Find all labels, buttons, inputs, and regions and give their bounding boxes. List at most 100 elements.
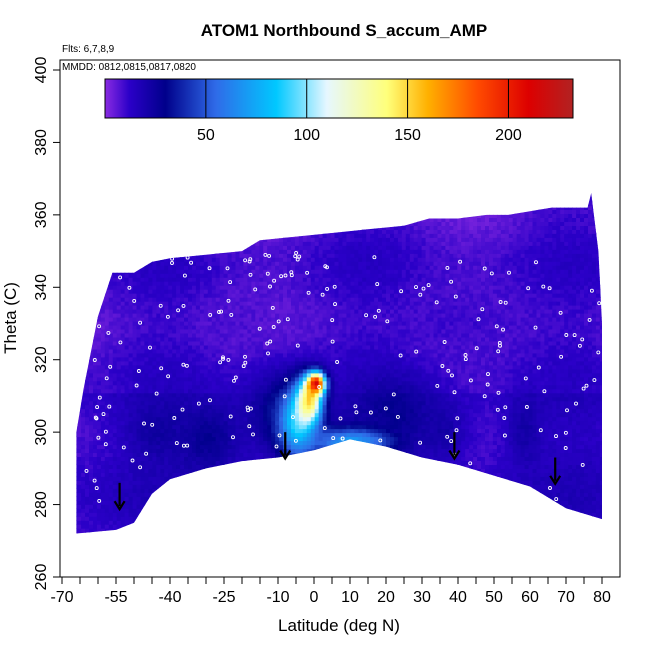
heatmap-cell — [112, 277, 118, 282]
heatmap-cell — [156, 225, 161, 230]
heatmap-cell — [108, 245, 114, 250]
heatmap-cell — [203, 225, 209, 230]
heatmap-cell — [104, 356, 110, 362]
heatmap-cell — [144, 317, 149, 322]
heatmap-cell — [235, 368, 241, 374]
heatmap-cell — [188, 297, 193, 302]
heatmap-cell — [279, 348, 284, 354]
heatmap-cell — [271, 340, 276, 346]
heatmap-cell — [195, 424, 201, 430]
heatmap-cell — [112, 344, 118, 350]
heatmap-cell — [188, 400, 193, 406]
heatmap-cell — [128, 233, 134, 238]
heatmap-cell — [275, 512, 280, 517]
heatmap-cell — [188, 456, 193, 461]
heatmap-cell — [108, 193, 114, 195]
heatmap-cell — [104, 197, 110, 203]
heatmap-cell — [100, 532, 106, 534]
heatmap-cell — [85, 408, 90, 414]
heatmap-cell — [223, 516, 229, 521]
heatmap-cell — [247, 197, 252, 203]
heatmap-cell — [132, 512, 138, 517]
heatmap-cell — [219, 277, 225, 282]
heatmap-cell — [207, 305, 213, 310]
heatmap-cell — [124, 520, 130, 525]
heatmap-cell — [168, 408, 173, 414]
heatmap-cell — [100, 301, 106, 306]
heatmap-cell — [132, 281, 138, 286]
heatmap-cell — [203, 233, 209, 238]
heatmap-cell — [203, 408, 209, 414]
heatmap-cell — [251, 544, 256, 549]
heatmap-cell — [164, 468, 169, 473]
heatmap-cell — [69, 496, 74, 501]
heatmap-cell — [152, 404, 157, 410]
heatmap-cell — [239, 420, 245, 426]
heatmap-cell — [243, 217, 248, 222]
heatmap-cell — [184, 416, 189, 422]
heatmap-cell — [93, 273, 98, 278]
heatmap-cell — [215, 448, 221, 453]
heatmap-cell — [211, 332, 217, 338]
heatmap-cell — [104, 324, 110, 330]
heatmap-cell — [152, 420, 157, 426]
heatmap-cell — [255, 197, 260, 203]
heatmap-cell — [160, 400, 165, 406]
heatmap-cell — [203, 324, 209, 330]
heatmap-cell — [132, 448, 138, 453]
heatmap-cell — [108, 452, 114, 457]
heatmap-cell — [85, 277, 90, 282]
heatmap-cell — [219, 328, 225, 334]
heatmap-cell — [164, 221, 169, 226]
heatmap-cell — [136, 324, 142, 330]
heatmap-cell — [132, 360, 138, 366]
heatmap-cell — [192, 324, 197, 330]
heatmap-cell — [93, 344, 98, 350]
heatmap-cell — [251, 376, 256, 382]
heatmap-cell — [235, 217, 241, 222]
heatmap-cell — [96, 416, 102, 422]
heatmap-cell — [239, 297, 245, 302]
heatmap-cell — [85, 520, 90, 525]
heatmap-cell — [116, 400, 122, 406]
heatmap-cell — [215, 313, 221, 318]
heatmap-cell — [251, 428, 256, 434]
heatmap-cell — [140, 380, 146, 386]
heatmap-cell — [164, 496, 169, 501]
heatmap-cell — [259, 504, 264, 509]
heatmap-cell — [152, 392, 157, 398]
heatmap-cell — [132, 237, 138, 242]
heatmap-cell — [207, 428, 213, 434]
heatmap-cell — [100, 480, 106, 485]
heatmap-cell — [223, 488, 229, 493]
heatmap-cell — [116, 265, 122, 270]
heatmap-cell — [113, 186, 118, 191]
heatmap-cell — [251, 352, 256, 358]
heatmap-cell — [144, 372, 149, 378]
heatmap-cell — [172, 428, 177, 434]
heatmap-cell — [124, 424, 130, 430]
heatmap-cell — [93, 213, 98, 218]
heatmap-cell — [132, 392, 138, 398]
heatmap-cell — [239, 404, 245, 410]
heatmap-cell — [243, 233, 248, 238]
heatmap-cell — [160, 253, 165, 258]
heatmap-cell — [148, 352, 153, 358]
heatmap-cell — [279, 496, 284, 501]
heatmap-cell — [108, 456, 114, 461]
heatmap-cell — [116, 328, 122, 334]
heatmap-cell — [120, 404, 126, 410]
heatmap-cell — [116, 205, 122, 210]
heatmap-cell — [136, 336, 142, 342]
heatmap-cell — [188, 277, 193, 282]
heatmap-cell — [96, 213, 102, 218]
heatmap-cell — [239, 456, 245, 461]
heatmap-cell — [195, 324, 201, 330]
heatmap-cell — [136, 500, 142, 505]
heatmap-cell — [239, 205, 245, 210]
heatmap-cell — [275, 500, 280, 505]
heatmap-cell — [192, 452, 197, 457]
heatmap-cell — [215, 209, 221, 214]
heatmap-cell — [124, 360, 130, 366]
heatmap-cell — [108, 488, 114, 493]
